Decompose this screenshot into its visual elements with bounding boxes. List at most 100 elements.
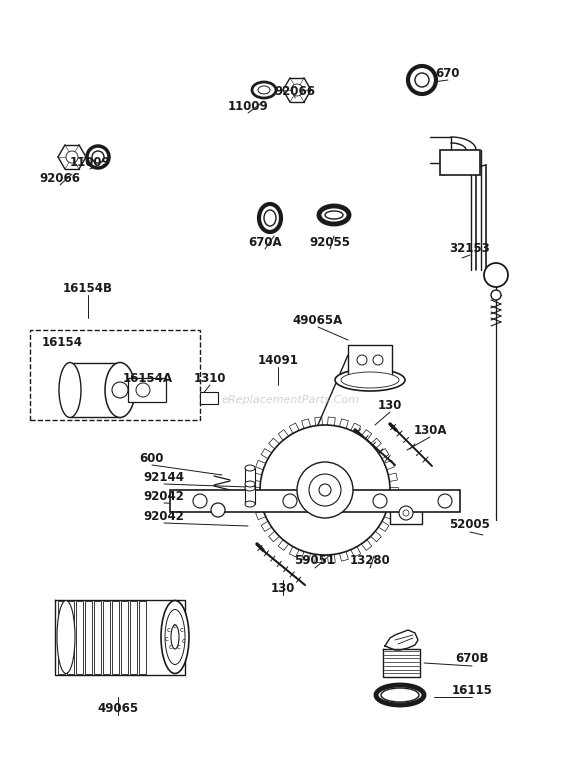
Text: 670A: 670A: [248, 236, 282, 249]
Text: 16154B: 16154B: [63, 282, 113, 295]
Bar: [200, 392, 218, 404]
Polygon shape: [375, 519, 389, 532]
Text: 670: 670: [436, 67, 460, 80]
Circle shape: [415, 73, 429, 87]
Text: 92055: 92055: [310, 236, 350, 249]
Text: c: c: [168, 643, 173, 649]
Polygon shape: [252, 487, 264, 493]
Text: 32153: 32153: [450, 242, 490, 255]
Bar: [121, 601, 128, 674]
Ellipse shape: [381, 688, 419, 702]
Polygon shape: [359, 430, 372, 444]
Ellipse shape: [252, 82, 276, 98]
Text: c: c: [166, 627, 170, 633]
Ellipse shape: [245, 485, 255, 491]
Circle shape: [297, 462, 353, 518]
Text: 600: 600: [140, 451, 164, 464]
Text: 49065A: 49065A: [293, 314, 343, 327]
Text: 670B: 670B: [456, 653, 489, 666]
Ellipse shape: [258, 86, 270, 94]
Polygon shape: [381, 509, 394, 519]
Polygon shape: [381, 461, 394, 471]
Circle shape: [283, 494, 297, 508]
Polygon shape: [261, 448, 275, 461]
Bar: [139, 601, 146, 674]
Ellipse shape: [59, 363, 81, 418]
Bar: [103, 601, 110, 674]
Text: 92066: 92066: [40, 171, 81, 184]
Circle shape: [291, 84, 303, 96]
Circle shape: [136, 383, 150, 397]
Polygon shape: [268, 529, 282, 542]
Bar: [170, 490, 460, 512]
Polygon shape: [375, 448, 389, 461]
Ellipse shape: [245, 465, 255, 471]
Text: 11009: 11009: [228, 99, 268, 112]
Circle shape: [211, 503, 225, 517]
Polygon shape: [261, 519, 275, 532]
Polygon shape: [349, 423, 361, 437]
Polygon shape: [338, 418, 349, 432]
Text: 49065: 49065: [98, 702, 138, 715]
Polygon shape: [327, 417, 335, 430]
Ellipse shape: [325, 211, 343, 219]
Polygon shape: [315, 550, 323, 563]
Ellipse shape: [165, 610, 185, 665]
Text: 14091: 14091: [257, 353, 299, 366]
Polygon shape: [383, 649, 420, 677]
Polygon shape: [368, 438, 381, 451]
Polygon shape: [289, 423, 301, 437]
Polygon shape: [349, 543, 361, 557]
Bar: [94, 601, 101, 674]
Ellipse shape: [105, 363, 135, 418]
Polygon shape: [278, 536, 291, 550]
Bar: [390, 502, 422, 524]
Text: c: c: [180, 627, 184, 633]
Polygon shape: [384, 498, 397, 507]
Circle shape: [357, 355, 367, 365]
Polygon shape: [289, 543, 301, 557]
Bar: [67, 601, 74, 674]
Bar: [30, 330, 200, 420]
Text: c: c: [173, 623, 177, 629]
Bar: [58, 601, 65, 674]
Text: 52005: 52005: [450, 519, 490, 532]
Ellipse shape: [264, 210, 276, 226]
Bar: [245, 484, 255, 504]
Ellipse shape: [171, 625, 179, 649]
Polygon shape: [278, 430, 291, 444]
Text: 13280: 13280: [350, 555, 390, 568]
Ellipse shape: [319, 206, 349, 224]
Bar: [128, 378, 166, 402]
Ellipse shape: [245, 501, 255, 507]
Bar: [85, 601, 92, 674]
Text: eReplacementParts.Com: eReplacementParts.Com: [221, 395, 359, 405]
Circle shape: [193, 494, 207, 508]
Text: 92066: 92066: [274, 84, 315, 97]
Circle shape: [319, 484, 331, 496]
Text: 59051: 59051: [295, 555, 335, 568]
Bar: [245, 468, 255, 488]
Circle shape: [403, 510, 409, 516]
Text: 16115: 16115: [451, 683, 493, 696]
Ellipse shape: [245, 481, 255, 487]
Bar: [130, 601, 137, 674]
Ellipse shape: [87, 146, 109, 168]
Polygon shape: [70, 363, 120, 417]
Bar: [76, 601, 83, 674]
Polygon shape: [338, 548, 349, 562]
Circle shape: [260, 425, 390, 555]
Ellipse shape: [376, 685, 424, 705]
Polygon shape: [253, 473, 266, 482]
Circle shape: [66, 151, 78, 163]
Bar: [112, 601, 119, 674]
Bar: [348, 345, 392, 381]
Text: 92042: 92042: [144, 490, 184, 503]
Polygon shape: [302, 418, 311, 432]
Text: 130: 130: [271, 581, 295, 594]
Ellipse shape: [92, 151, 104, 163]
Text: 130: 130: [378, 399, 402, 412]
Ellipse shape: [259, 204, 281, 232]
Circle shape: [491, 290, 501, 300]
Circle shape: [484, 263, 508, 287]
